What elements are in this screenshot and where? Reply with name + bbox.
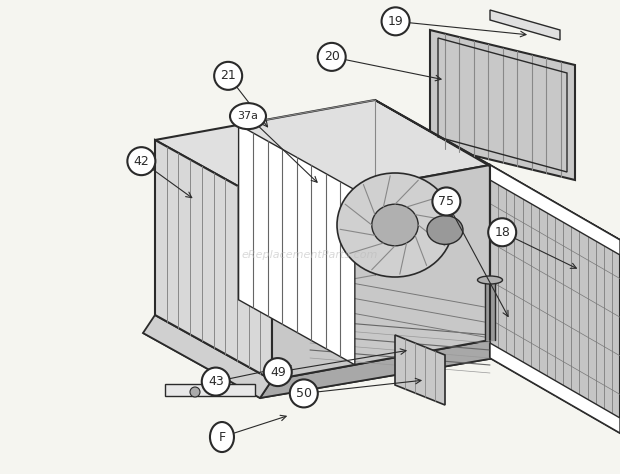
Text: 42: 42 xyxy=(133,155,149,168)
Circle shape xyxy=(432,187,461,216)
Text: 21: 21 xyxy=(220,69,236,82)
Text: 20: 20 xyxy=(324,50,340,64)
Polygon shape xyxy=(430,30,575,180)
Polygon shape xyxy=(375,100,620,240)
Polygon shape xyxy=(143,293,495,398)
Polygon shape xyxy=(490,10,560,40)
Text: F: F xyxy=(218,430,226,444)
Text: 49: 49 xyxy=(270,365,286,379)
Ellipse shape xyxy=(210,422,234,452)
Text: 18: 18 xyxy=(494,226,510,239)
Ellipse shape xyxy=(230,103,266,129)
Polygon shape xyxy=(165,384,255,396)
Polygon shape xyxy=(260,340,495,398)
Polygon shape xyxy=(155,100,490,205)
Circle shape xyxy=(488,218,516,246)
Circle shape xyxy=(190,387,200,397)
Circle shape xyxy=(214,62,242,90)
Polygon shape xyxy=(155,275,490,380)
Polygon shape xyxy=(490,343,620,433)
Text: 75: 75 xyxy=(438,195,454,208)
Polygon shape xyxy=(143,315,272,398)
Ellipse shape xyxy=(427,216,463,245)
Circle shape xyxy=(290,379,318,408)
Circle shape xyxy=(381,7,410,36)
Text: eReplacementParts.com: eReplacementParts.com xyxy=(242,250,378,260)
Polygon shape xyxy=(155,140,272,380)
Text: 43: 43 xyxy=(208,375,224,388)
Text: 50: 50 xyxy=(296,387,312,400)
Polygon shape xyxy=(490,165,620,255)
Circle shape xyxy=(127,147,156,175)
Text: 37a: 37a xyxy=(237,111,259,121)
Circle shape xyxy=(317,43,346,71)
Ellipse shape xyxy=(372,204,419,246)
Ellipse shape xyxy=(337,173,453,277)
Circle shape xyxy=(202,367,230,396)
Ellipse shape xyxy=(477,276,502,284)
Polygon shape xyxy=(490,165,620,433)
Text: 19: 19 xyxy=(388,15,404,28)
Polygon shape xyxy=(272,165,490,380)
Circle shape xyxy=(264,358,292,386)
Polygon shape xyxy=(395,335,445,405)
Polygon shape xyxy=(239,125,355,365)
